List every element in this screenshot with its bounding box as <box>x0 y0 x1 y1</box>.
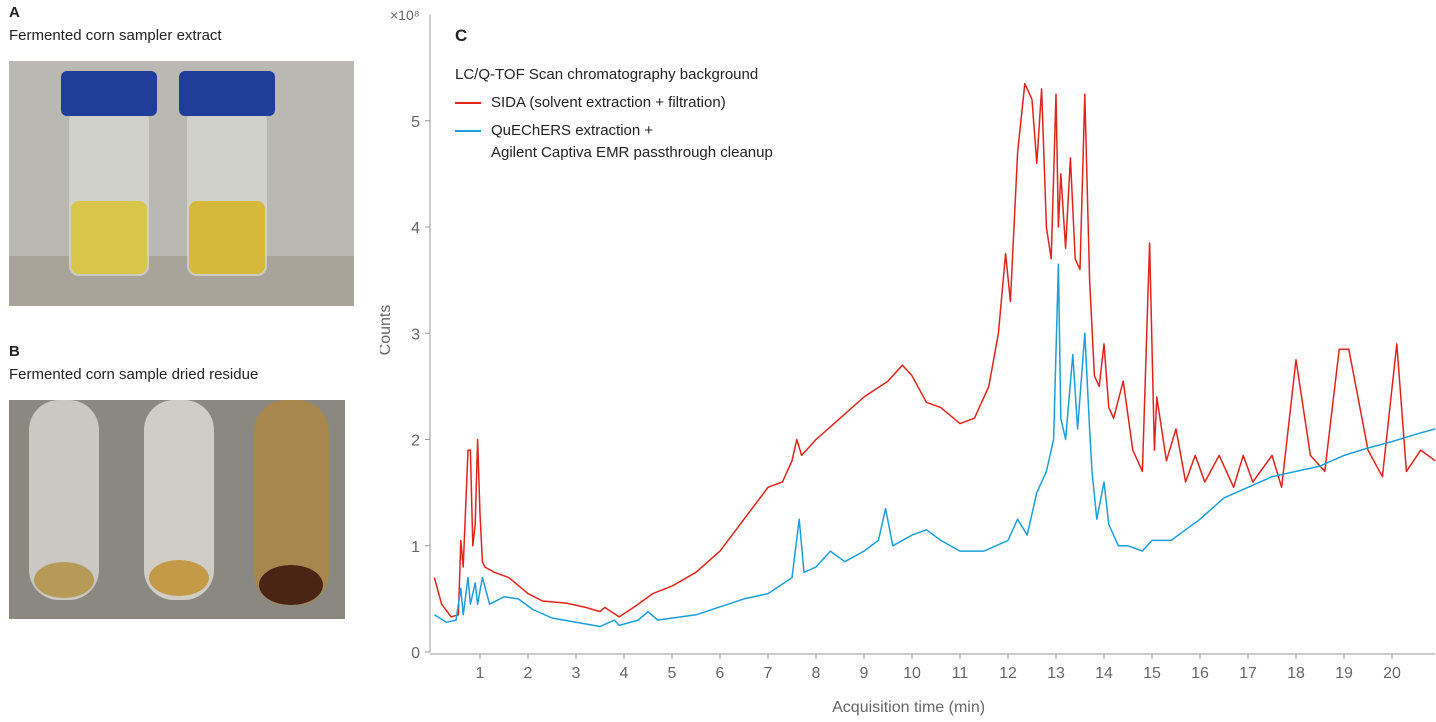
photo-vials <box>9 61 354 306</box>
x-tick-label: 14 <box>1095 665 1113 682</box>
axis-multiplier: ×10⁸ <box>390 7 420 23</box>
series-line <box>434 263 1436 628</box>
x-tick-label: 15 <box>1143 665 1161 682</box>
panel-label: A <box>9 4 20 21</box>
x-tick-label: 12 <box>999 665 1017 682</box>
x-tick-label: 20 <box>1383 665 1401 682</box>
y-axis-label: Counts <box>380 305 394 356</box>
photo-tubes <box>9 400 345 619</box>
panel-caption: Fermented corn sampler extract <box>9 27 222 44</box>
x-tick-label: 7 <box>764 665 773 682</box>
legend-item: QuEChERS extraction + Agilent Captiva EM… <box>455 120 773 164</box>
series-line <box>433 82 1436 618</box>
legend-swatch <box>455 102 481 104</box>
x-tick-label: 3 <box>572 665 581 682</box>
legend-title: LC/Q-TOF Scan chromatography background <box>455 66 759 83</box>
x-tick-label: 16 <box>1191 665 1209 682</box>
panel-label: C <box>455 26 467 45</box>
legend-item: SIDA (solvent extraction + filtration) <box>455 92 773 114</box>
legend: LC/Q-TOF Scan chromatography background … <box>455 64 773 164</box>
y-tick-label: 0 <box>411 645 420 662</box>
x-tick-label: 9 <box>860 665 869 682</box>
y-tick-label: 5 <box>411 114 420 131</box>
y-tick-label: 4 <box>411 220 420 237</box>
x-tick-label: 11 <box>952 665 969 682</box>
x-tick-label: 5 <box>668 665 677 682</box>
y-tick-label: 2 <box>411 433 420 450</box>
panel-label: B <box>9 343 20 360</box>
legend-swatch <box>455 130 481 132</box>
y-tick-label: 3 <box>411 326 420 343</box>
x-tick-label: 2 <box>524 665 533 682</box>
x-tick-label: 17 <box>1239 665 1257 682</box>
legend-label: QuEChERS extraction + Agilent Captiva EM… <box>491 122 773 161</box>
x-axis-label: Acquisition time (min) <box>832 699 985 716</box>
x-tick-label: 1 <box>476 665 485 682</box>
panel-caption: Fermented corn sample dried residue <box>9 366 259 383</box>
x-tick-label: 19 <box>1335 665 1353 682</box>
x-tick-label: 10 <box>903 665 921 682</box>
x-tick-label: 4 <box>620 665 629 682</box>
x-tick-label: 13 <box>1047 665 1065 682</box>
x-tick-label: 8 <box>812 665 821 682</box>
x-tick-label: 18 <box>1287 665 1305 682</box>
x-tick-label: 6 <box>716 665 725 682</box>
y-tick-label: 1 <box>411 539 420 556</box>
legend-label: SIDA (solvent extraction + filtration) <box>491 94 726 111</box>
